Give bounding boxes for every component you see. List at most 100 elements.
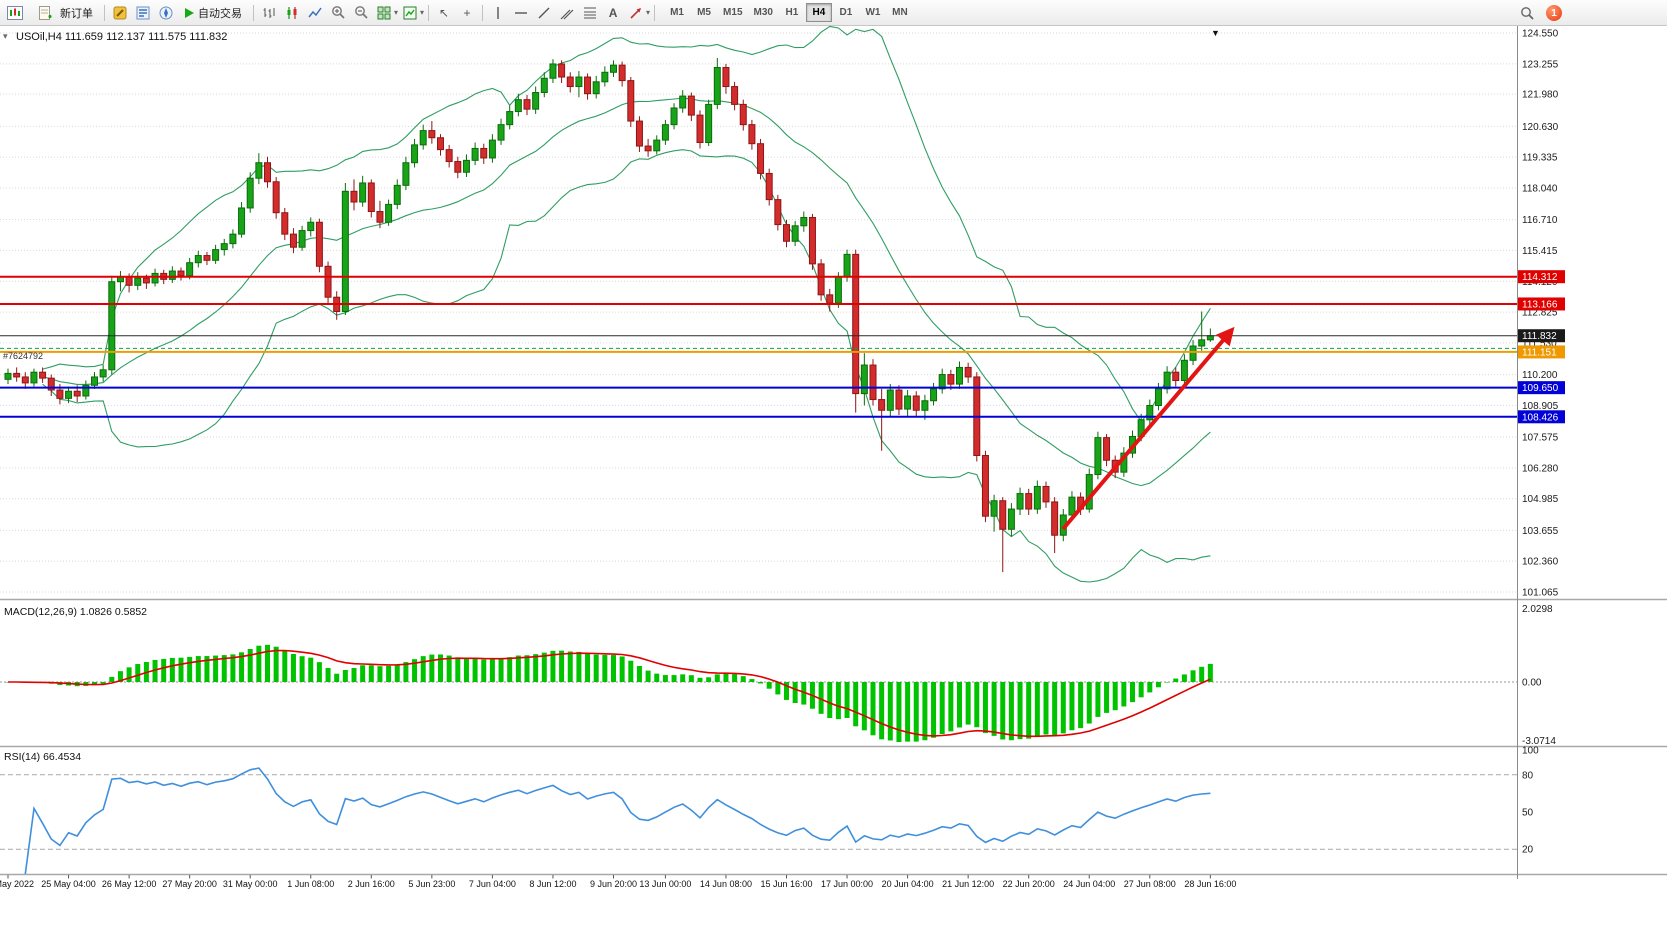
price-chip <box>1518 381 1565 395</box>
time-axis-label: 15 Jun 16:00 <box>760 879 812 889</box>
navigator-icon[interactable] <box>155 3 177 23</box>
time-axis-label: 26 May 12:00 <box>102 879 157 889</box>
arrow-tool-icon[interactable] <box>625 3 647 23</box>
price-chip <box>1518 410 1565 424</box>
rsi-axis-label: 100 <box>1522 746 1539 757</box>
time-axis: 24 May 2022 25 May 04:00 26 May 12:00 27 Ma… <box>0 875 1236 889</box>
new-chart-icon[interactable] <box>4 3 26 23</box>
price-axis-label: 102.360 <box>1522 557 1559 568</box>
timeframe-h4[interactable]: H4 <box>805 3 832 22</box>
price-chip <box>1518 329 1565 343</box>
auto-trading-label: 自动交易 <box>198 7 242 20</box>
one-click-trading-toggle[interactable]: ▾ <box>3 31 8 41</box>
time-axis-label: 17 Jun 00:00 <box>821 879 873 889</box>
timeframe-m30[interactable]: M30 <box>749 3 778 22</box>
price-chip-label: 109.650 <box>1522 383 1559 394</box>
rsi-axis-label: 20 <box>1522 845 1534 856</box>
indicators-icon[interactable] <box>399 3 421 23</box>
timeframe-w1[interactable]: W1 <box>860 3 886 22</box>
macd-axis-label: 0.00 <box>1522 678 1542 689</box>
time-axis-label: 13 Jun 00:00 <box>639 879 691 889</box>
time-axis-label: 8 Jun 12:00 <box>529 879 576 889</box>
macd-axis-label: -3.0714 <box>1522 736 1556 747</box>
toolbar: 新订单 自动交易 <box>0 0 1667 26</box>
trend-arrow[interactable] <box>1061 326 1235 531</box>
dropdown-icon[interactable]: ▾ <box>420 8 425 17</box>
market-watch-icon[interactable] <box>132 3 154 23</box>
macd-label: MACD(12,26,9) 1.0826 0.5852 <box>4 606 147 618</box>
macd-indicator: 2.0298 0.00 -3.0714 <box>0 604 1556 747</box>
toolbar-separator <box>428 4 430 21</box>
price-axis-label: 118.040 <box>1522 183 1558 194</box>
price-chip-label: 113.166 <box>1522 299 1558 310</box>
price-axis: 124.550 123.255 121.980 120.630 119.335 118.0… <box>1518 29 1565 599</box>
search-icon[interactable] <box>1516 3 1538 23</box>
time-axis-label: 25 May 04:00 <box>41 879 96 889</box>
rsi-line <box>24 767 1211 874</box>
toolbar-separator <box>654 4 656 21</box>
price-axis-label: 115.415 <box>1522 246 1558 257</box>
rsi-axis-label: 50 <box>1522 808 1534 819</box>
price-chip-label: 111.832 <box>1522 331 1557 342</box>
time-axis-label: 27 Jun 08:00 <box>1124 879 1176 889</box>
candlesticks <box>4 57 1214 573</box>
price-axis-label: 116.710 <box>1522 215 1558 226</box>
horizontal-line-objects[interactable] <box>0 275 1517 418</box>
bar-chart-icon[interactable] <box>258 3 280 23</box>
macd-axis-label: 2.0298 <box>1522 604 1553 615</box>
notification-badge[interactable]: 1 <box>1546 5 1562 21</box>
time-axis-label: 14 Jun 08:00 <box>700 879 752 889</box>
channel-tool-icon[interactable] <box>556 3 578 23</box>
time-axis-label: 7 Jun 04:00 <box>469 879 516 889</box>
price-axis-label: 103.655 <box>1522 526 1559 537</box>
line-chart-icon[interactable] <box>304 3 326 23</box>
candlestick-chart-icon[interactable] <box>281 3 303 23</box>
trendline-tool-icon[interactable] <box>533 3 555 23</box>
chart-area[interactable]: 124.550 123.255 121.980 120.630 119.335 118.0… <box>0 26 1667 944</box>
timeframe-d1[interactable]: D1 <box>833 3 859 22</box>
time-axis-label: 2 Jun 16:00 <box>348 879 395 889</box>
text-tool-icon[interactable]: A <box>608 5 618 20</box>
new-order-label: 新订单 <box>60 7 93 20</box>
price-chart-panel[interactable]: 124.550 123.255 121.980 120.630 119.335 118.0… <box>0 26 1667 944</box>
zoom-out-icon[interactable] <box>350 3 372 23</box>
dropdown-icon[interactable]: ▾ <box>646 8 651 17</box>
price-chip-label: 111.151 <box>1522 347 1557 358</box>
timeframe-mn[interactable]: MN <box>887 3 913 22</box>
crosshair-icon[interactable]: + <box>463 5 471 20</box>
dropdown-icon[interactable]: ▾ <box>394 8 399 17</box>
vertical-line-tool-icon[interactable] <box>487 3 509 23</box>
order-comment: #7624792 <box>3 351 43 361</box>
cursor-icon[interactable]: ↖ <box>439 5 450 20</box>
auto-trading-button[interactable]: 自动交易 <box>178 3 249 23</box>
time-axis-label: 24 May 2022 <box>0 879 34 889</box>
timeframe-bar: M1 M5 M15 M30 H1 H4 D1 W1 MN <box>664 3 913 22</box>
new-order-button[interactable]: 新订单 <box>27 3 100 23</box>
time-axis-label: 20 Jun 04:00 <box>882 879 934 889</box>
fibonacci-tool-icon[interactable] <box>579 3 601 23</box>
toolbar-separator <box>482 4 484 21</box>
timeframe-m1[interactable]: M1 <box>664 3 690 22</box>
price-gridlines <box>0 32 1517 593</box>
zoom-in-icon[interactable] <box>327 3 349 23</box>
rsi-indicator: 100 80 50 20 <box>0 746 1539 874</box>
price-chip-label: 114.312 <box>1522 272 1558 283</box>
price-axis-label: 106.280 <box>1522 463 1559 474</box>
price-axis-label: 119.335 <box>1522 153 1558 164</box>
price-axis-label: 124.550 <box>1522 29 1559 40</box>
price-axis-label: 101.065 <box>1522 588 1559 599</box>
price-axis-label: 104.985 <box>1522 494 1559 505</box>
time-axis-label: 1 Jun 08:00 <box>287 879 334 889</box>
rsi-axis-label: 80 <box>1522 770 1534 781</box>
tile-windows-icon[interactable] <box>373 3 395 23</box>
chart-shift-marker[interactable]: ▼ <box>1211 28 1220 38</box>
metaeditor-icon[interactable] <box>109 3 131 23</box>
time-axis-label: 5 Jun 23:00 <box>408 879 455 889</box>
timeframe-m5[interactable]: M5 <box>691 3 717 22</box>
price-axis-label: 107.575 <box>1522 433 1559 444</box>
price-chip <box>1518 270 1565 284</box>
timeframe-h1[interactable]: H1 <box>779 3 805 22</box>
timeframe-m15[interactable]: M15 <box>718 3 747 22</box>
horizontal-line-tool-icon[interactable] <box>510 3 532 23</box>
